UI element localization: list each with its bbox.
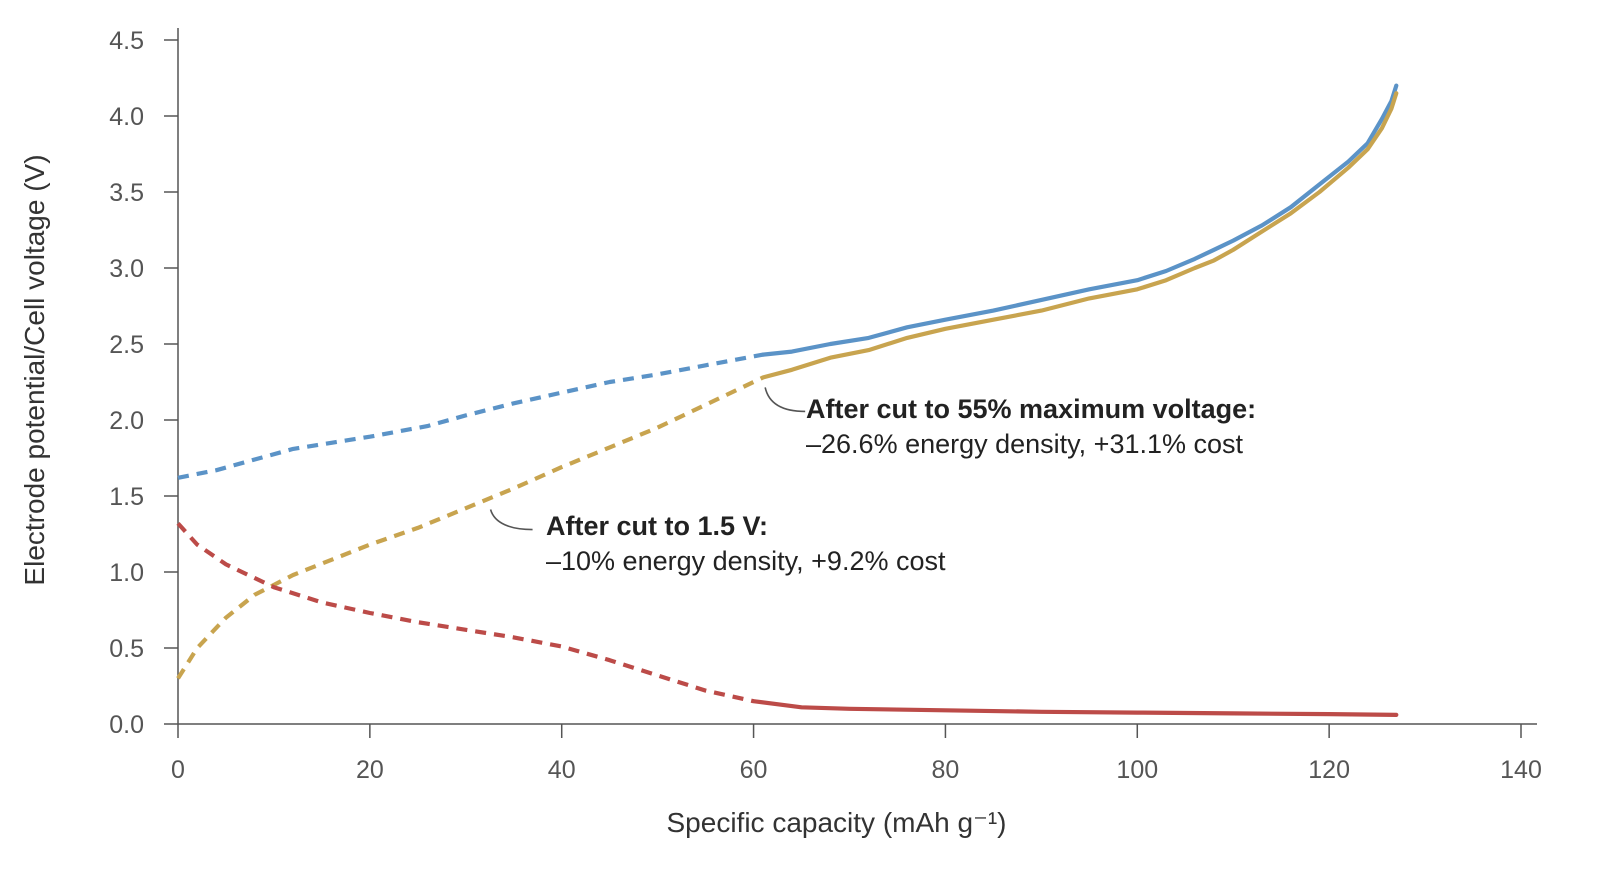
series-0-dashed-line <box>177 352 764 480</box>
x-tick-label-1: 20 <box>356 756 384 784</box>
y-tick-label-7: 3.5 <box>109 179 144 207</box>
annotation-layer: After cut to 55% maximum voltage: –26.6%… <box>489 387 1256 576</box>
y-axis-title: Electrode potential/Cell voltage (V) <box>19 154 50 585</box>
series-2-solid-line <box>751 699 1399 717</box>
annotation-2-body: –10% energy density, +9.2% cost <box>546 546 946 576</box>
series-0-solid-line <box>761 83 1399 357</box>
annotation-leader-2 <box>489 509 533 531</box>
x-tick-label-5: 100 <box>1116 756 1158 784</box>
x-tick-label-6: 120 <box>1308 756 1350 784</box>
annotation-1-body: –26.6% energy density, +31.1% cost <box>806 429 1244 459</box>
x-axis-title: Specific capacity (mAh g⁻¹) <box>667 807 1007 838</box>
series-layer <box>176 83 1399 717</box>
series-1-dashed-line <box>176 375 765 680</box>
y-tick-label-6: 3.0 <box>109 255 144 283</box>
y-tick-label-1: 0.5 <box>109 635 144 663</box>
x-tick-label-3: 60 <box>740 756 768 784</box>
annotation-1-title: After cut to 55% maximum voltage: <box>806 394 1256 424</box>
y-tick-label-5: 2.5 <box>109 331 144 359</box>
y-tick-label-4: 2.0 <box>109 407 144 435</box>
annotation-leader-1 <box>764 387 806 413</box>
y-tick-label-3: 1.5 <box>109 483 144 511</box>
ticks-layer: 0 20 40 60 80 100 120 140 0.0 0.5 1.0 1.5 2.0 2.5 3.0 3… <box>109 27 1542 784</box>
series-2-dashed-line <box>176 521 755 704</box>
x-tick-label-4: 80 <box>932 756 960 784</box>
x-tick-label-0: 0 <box>171 756 185 784</box>
y-tick-label-0: 0.0 <box>109 711 144 739</box>
x-tick-label-7: 140 <box>1500 756 1542 784</box>
y-tick-label-9: 4.5 <box>109 27 144 55</box>
x-tick-label-2: 40 <box>548 756 576 784</box>
y-tick-label-8: 4.0 <box>109 103 144 131</box>
y-tick-label-2: 1.0 <box>109 559 144 587</box>
series-1-solid-line <box>761 91 1399 380</box>
annotation-2-title: After cut to 1.5 V: <box>546 511 768 541</box>
axes-layer <box>177 28 1537 725</box>
